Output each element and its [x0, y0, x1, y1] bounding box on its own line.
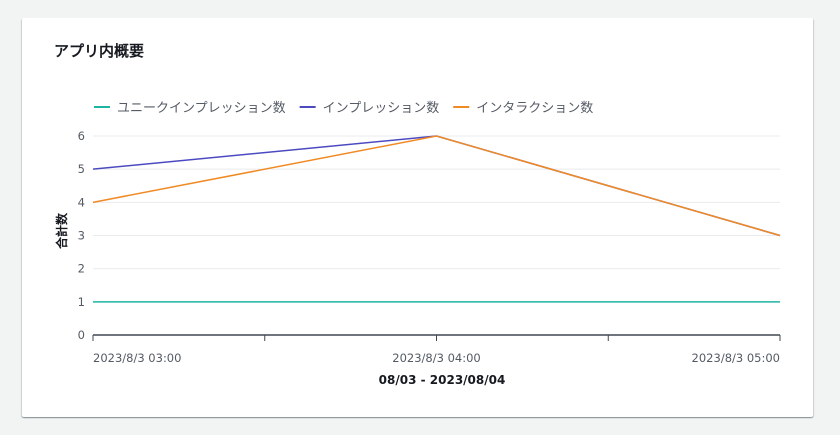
series-line [92, 135, 781, 237]
x-tick-label: 2023/8/3 05:00 [692, 351, 780, 365]
legend-label: インプレッション数 [323, 101, 440, 116]
y-tick-label: 6 [78, 129, 85, 143]
legend-item[interactable]: インプレッション数 [299, 101, 440, 116]
legend-item[interactable]: インタラクション数 [453, 101, 593, 116]
legend: ユニークインプレッション数 インプレッション数 インタラクション数 [94, 101, 593, 116]
series-lines [92, 135, 781, 303]
x-tick-label: 2023/8/3 03:00 [93, 351, 181, 365]
card-title: アプリ内概要 [54, 42, 145, 60]
x-tick-label: 2023/8/3 04:00 [392, 351, 480, 365]
x-axis: 2023/8/3 03:00 2023/8/3 04:00 2023/8/3 05:… [92, 334, 781, 365]
line-chart: ユニークインプレッション数 インプレッション数 インタラクション数 0123456 … [54, 101, 781, 387]
legend-label: ユニークインプレッション数 [117, 101, 286, 116]
y-tick-label: 5 [78, 162, 85, 176]
y-tick-label: 1 [78, 295, 85, 309]
y-axis-title: 合計数 [54, 212, 69, 249]
y-tick-label: 3 [78, 229, 85, 243]
y-tick-label: 4 [78, 195, 85, 209]
gridlines [93, 135, 780, 303]
app-overview-card: アプリ内概要 ユニークインプレッション数 インプレッション数 インタラクション数 0… [22, 18, 813, 417]
y-axis: 0 1 2 3 4 5 6 [78, 129, 85, 342]
x-axis-title: 08/03 - 2023/08/04 [379, 373, 506, 387]
legend-label: インタラクション数 [476, 101, 593, 116]
series-line [92, 135, 781, 237]
legend-item[interactable]: ユニークインプレッション数 [94, 101, 286, 116]
y-tick-label: 0 [78, 328, 85, 342]
y-tick-label: 2 [78, 262, 85, 276]
